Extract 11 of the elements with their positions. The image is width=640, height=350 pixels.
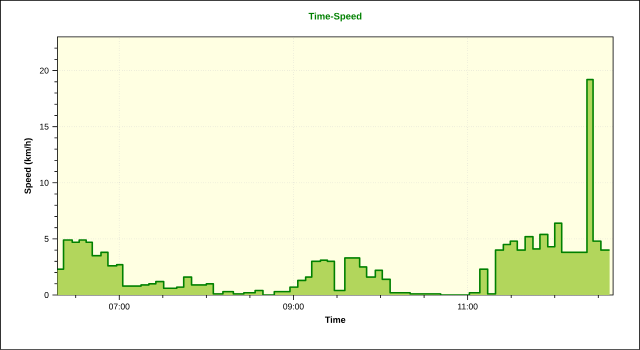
chart-title: Time-Speed <box>308 12 362 22</box>
x-axis-title: Time <box>324 316 346 323</box>
y-tick-label: 10 <box>40 180 49 186</box>
y-tick-label: 0 <box>44 292 49 298</box>
y-tick-label: 15 <box>40 124 49 130</box>
y-tick-label: 20 <box>40 68 49 74</box>
y-axis-title: Speed (km/h) <box>24 138 33 194</box>
y-tick-label: 5 <box>44 236 49 242</box>
x-tick-label: 09:00 <box>283 304 304 310</box>
x-tick-label: 11:00 <box>458 304 478 310</box>
x-tick-label: 07:00 <box>108 304 130 310</box>
